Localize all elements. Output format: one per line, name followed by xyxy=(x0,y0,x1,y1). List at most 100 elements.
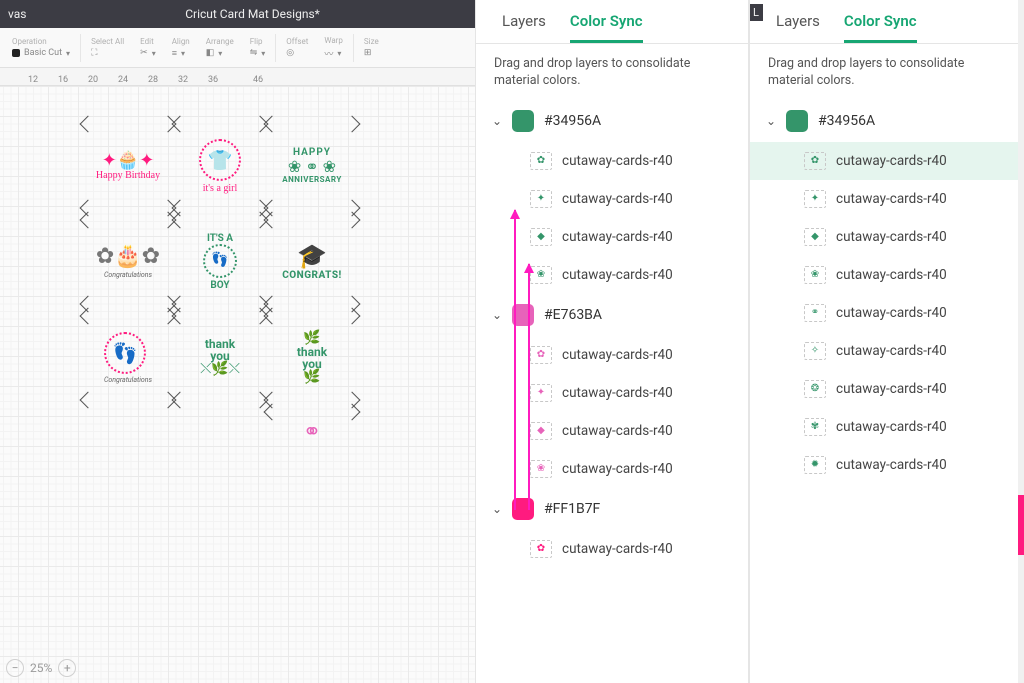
panel-tabs: Layers Color Sync xyxy=(476,0,748,44)
layer-thumb-icon: ✿ xyxy=(530,346,552,364)
layer-name: cutaway-cards-r40 xyxy=(562,461,673,477)
color-hex-label: #34956A xyxy=(818,113,875,129)
layer-name: cutaway-cards-r40 xyxy=(562,347,673,363)
layer-item[interactable]: ✦ cutaway-cards-r40 xyxy=(476,374,748,412)
card-cell[interactable]: ✿🎂✿ Congratulations xyxy=(84,216,172,308)
annotation-arrow xyxy=(528,264,530,510)
edit-icon: ✂ xyxy=(140,48,148,58)
layer-thumb-icon: ✦ xyxy=(530,384,552,402)
layer-thumb-icon: ✿ xyxy=(530,152,552,170)
edit-label: Edit xyxy=(140,37,154,46)
card-cell[interactable]: HAPPY ❀ ⚭ ❀ ANNIVERSARY xyxy=(268,120,356,212)
panel-tabs: Layers Color Sync xyxy=(750,0,1024,44)
tool-size[interactable]: Size ⊞ xyxy=(358,37,385,58)
offset-icon: ◎ xyxy=(286,48,294,58)
tool-arrange[interactable]: Arrange ◧▾ xyxy=(200,37,240,58)
card-mat: ✦🧁✦ Happy Birthday 👕 it's a girl HAPPY ❀… xyxy=(82,118,372,502)
layer-item[interactable]: ⚭ cutaway-cards-r40 xyxy=(750,294,1024,332)
card-cell[interactable]: ✦🧁✦ Happy Birthday xyxy=(84,120,172,212)
color-swatch xyxy=(786,110,808,132)
layer-thumb-icon: ✦ xyxy=(530,190,552,208)
align-label: Align xyxy=(172,37,190,46)
canvas-label-fragment: vas xyxy=(8,7,38,21)
layer-item[interactable]: ✿ cutaway-cards-r40 xyxy=(476,530,748,568)
divider xyxy=(80,34,81,62)
layer-item[interactable]: ◆ cutaway-cards-r40 xyxy=(750,218,1024,256)
zoom-out-button[interactable]: − xyxy=(6,659,24,677)
layer-name: cutaway-cards-r40 xyxy=(836,381,947,397)
layer-item[interactable]: ❀ cutaway-cards-r40 xyxy=(750,256,1024,294)
card-cell[interactable]: ⚭ xyxy=(268,408,356,458)
color-sync-panel-after: L Layers Color Sync Drag and drop layers… xyxy=(748,0,1024,683)
tool-operation[interactable]: Operation Basic Cut ▾ xyxy=(6,37,76,58)
flip-label: Flip xyxy=(250,37,263,46)
design-canvas[interactable]: ✦🧁✦ Happy Birthday 👕 it's a girl HAPPY ❀… xyxy=(0,86,475,683)
chevron-down-icon: ⌄ xyxy=(766,114,776,128)
layer-item[interactable]: ✿ cutaway-cards-r40 xyxy=(476,336,748,374)
card-cell[interactable]: 🎓 CONGRATS! xyxy=(268,216,356,308)
chevron-down-icon: ▾ xyxy=(218,49,222,58)
layer-item[interactable]: ✾ cutaway-cards-r40 xyxy=(750,408,1024,446)
card-cell[interactable]: IT'S A 👣 BOY xyxy=(176,216,264,308)
card-art-feet: 👣 Congratulations xyxy=(104,332,152,385)
color-group-header[interactable]: ⌄ #E763BA xyxy=(476,294,748,336)
swatch-icon xyxy=(12,49,20,57)
card-art-thankyou2: 🌿 thankyou 🌿 xyxy=(297,331,327,386)
card-cell[interactable]: thankyou ⤬🌿⤬ xyxy=(176,312,264,404)
zoom-in-button[interactable]: + xyxy=(58,659,76,677)
divider xyxy=(353,34,354,62)
card-art-anniversary: HAPPY ❀ ⚭ ❀ ANNIVERSARY xyxy=(282,147,342,184)
align-icon: ≡ xyxy=(172,48,177,59)
layer-name: cutaway-cards-r40 xyxy=(836,305,947,321)
layer-item[interactable]: ✧ cutaway-cards-r40 xyxy=(750,332,1024,370)
chevron-down-icon: ▾ xyxy=(181,49,185,58)
zoom-control[interactable]: − 25% + xyxy=(6,659,76,677)
card-cell[interactable]: 🌿 thankyou 🌿 xyxy=(268,312,356,404)
layer-name: cutaway-cards-r40 xyxy=(836,191,947,207)
tool-align[interactable]: Align ≡ ▾ xyxy=(166,37,196,59)
card-cell[interactable]: 👕 it's a girl xyxy=(176,120,264,212)
layer-item[interactable]: ✿ cutaway-cards-r40 xyxy=(750,142,1024,180)
layer-item[interactable]: ✦ cutaway-cards-r40 xyxy=(750,180,1024,218)
tab-layers[interactable]: Layers xyxy=(776,12,820,43)
flip-icon: ⇋ xyxy=(250,48,258,58)
layer-thumb-icon: ✿ xyxy=(804,152,826,170)
tab-layers[interactable]: Layers xyxy=(502,12,546,43)
layer-thumb-icon: ❂ xyxy=(804,380,826,398)
layer-name: cutaway-cards-r40 xyxy=(836,343,947,359)
ruler-tick: 36 xyxy=(198,75,228,85)
layer-thumb-icon: ◆ xyxy=(530,228,552,246)
layer-item[interactable]: ✿ cutaway-cards-r40 xyxy=(476,142,748,180)
panel-hint: Drag and drop layers to consolidate mate… xyxy=(476,44,748,100)
layer-item[interactable]: ◆ cutaway-cards-r40 xyxy=(476,218,748,256)
chevron-down-icon: ⌄ xyxy=(492,308,502,322)
layer-name: cutaway-cards-r40 xyxy=(562,423,673,439)
layer-item[interactable]: ✹ cutaway-cards-r40 xyxy=(750,446,1024,484)
layer-item[interactable]: ❀ cutaway-cards-r40 xyxy=(476,256,748,294)
tool-offset[interactable]: Offset ◎ xyxy=(280,37,314,58)
card-art-congrats: 🎓 CONGRATS! xyxy=(282,243,342,280)
layer-thumb-icon: ❀ xyxy=(804,266,826,284)
layer-item[interactable]: ◆ cutaway-cards-r40 xyxy=(476,412,748,450)
tab-color-sync[interactable]: Color Sync xyxy=(844,12,917,43)
color-swatch xyxy=(512,110,534,132)
card-cell[interactable]: 👣 Congratulations xyxy=(84,312,172,404)
layer-item[interactable]: ❀ cutaway-cards-r40 xyxy=(476,450,748,488)
tab-color-sync[interactable]: Color Sync xyxy=(570,12,643,43)
app-title-bar: vas Cricut Card Mat Designs* xyxy=(0,0,475,28)
annotation-arrow xyxy=(514,210,516,510)
color-group-header[interactable]: ⌄ #FF1B7F xyxy=(476,488,748,530)
tool-warp[interactable]: Warp 〰▾ xyxy=(318,36,349,60)
tool-flip[interactable]: Flip ⇋▾ xyxy=(244,37,272,58)
tool-edit[interactable]: Edit ✂▾ xyxy=(134,37,162,58)
layer-name: cutaway-cards-r40 xyxy=(562,541,673,557)
scrollbar-track[interactable] xyxy=(1018,0,1024,683)
color-hex-label: #FF1B7F xyxy=(544,501,600,517)
tool-select-all[interactable]: Select All ⛶ xyxy=(85,37,130,58)
color-hex-label: #34956A xyxy=(544,113,601,129)
layer-item[interactable]: ❂ cutaway-cards-r40 xyxy=(750,370,1024,408)
panel-hint: Drag and drop layers to consolidate mate… xyxy=(750,44,1024,100)
color-group-header[interactable]: ⌄ #34956A xyxy=(476,100,748,142)
color-group-header[interactable]: ⌄ #34956A xyxy=(750,100,1024,142)
layer-thumb-icon: ◆ xyxy=(804,228,826,246)
